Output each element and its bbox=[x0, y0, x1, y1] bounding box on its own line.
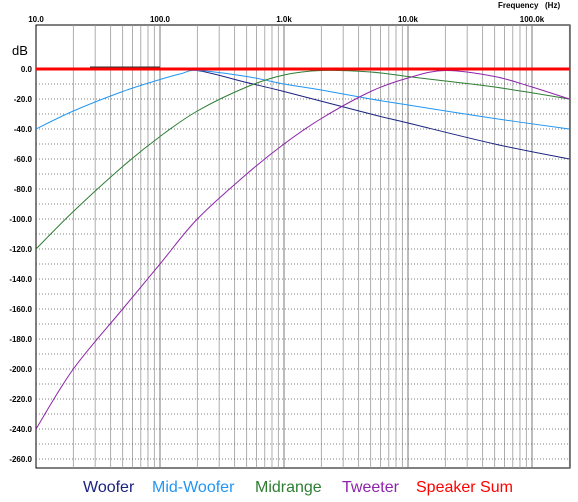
y-tick-label: -140.0 bbox=[9, 275, 32, 284]
x-tick-label: 1.0k bbox=[276, 15, 292, 24]
x-tick-label: 100.0 bbox=[150, 15, 171, 24]
series-lines bbox=[36, 66, 570, 430]
series-line-tweeter bbox=[36, 69, 570, 430]
y-tick-label: -220.0 bbox=[9, 395, 32, 404]
y-tick-label: -240.0 bbox=[9, 425, 32, 434]
y-tick-label: 0.0 bbox=[21, 65, 33, 74]
legend-item-mid-woofer: Mid-Woofer bbox=[152, 479, 235, 496]
plot-frame bbox=[35, 24, 571, 469]
y-tick-label: -60.0 bbox=[14, 155, 33, 164]
legend-item-woofer: Woofer bbox=[83, 479, 135, 496]
tick-labels: 10.0 100.0 1.0k 10.0k 100.0k 0.0 -20.0 -40.0 -60… bbox=[9, 15, 544, 464]
y-tick-label: -200.0 bbox=[9, 365, 32, 374]
y-tick-label: -80.0 bbox=[14, 185, 33, 194]
x-tick-label: 10.0 bbox=[28, 15, 44, 24]
x-axis-title: Frequency bbox=[498, 1, 539, 10]
legend-item-speaker-sum: Speaker Sum bbox=[416, 479, 513, 496]
y-tick-label: -160.0 bbox=[9, 305, 32, 314]
legend: Woofer Mid-Woofer Midrange Tweeter Speaker S… bbox=[83, 479, 513, 496]
x-tick-label: 100.0k bbox=[520, 15, 545, 24]
y-axis-title: dB bbox=[12, 43, 28, 58]
y-tick-label: -180.0 bbox=[9, 335, 32, 344]
grid bbox=[36, 25, 570, 468]
y-tick-label: -120.0 bbox=[9, 245, 32, 254]
y-tick-label: -100.0 bbox=[9, 215, 32, 224]
y-tick-label: -260.0 bbox=[9, 455, 32, 464]
series-line-midrange bbox=[36, 69, 570, 250]
y-tick-label: -20.0 bbox=[14, 95, 33, 104]
series-line-mid-woofer bbox=[36, 69, 570, 130]
x-axis-unit: (Hz) bbox=[545, 1, 560, 10]
legend-item-tweeter: Tweeter bbox=[342, 479, 400, 496]
legend-item-midrange: Midrange bbox=[255, 479, 322, 496]
y-tick-label: -40.0 bbox=[14, 125, 33, 134]
x-tick-label: 10.0k bbox=[398, 15, 419, 24]
